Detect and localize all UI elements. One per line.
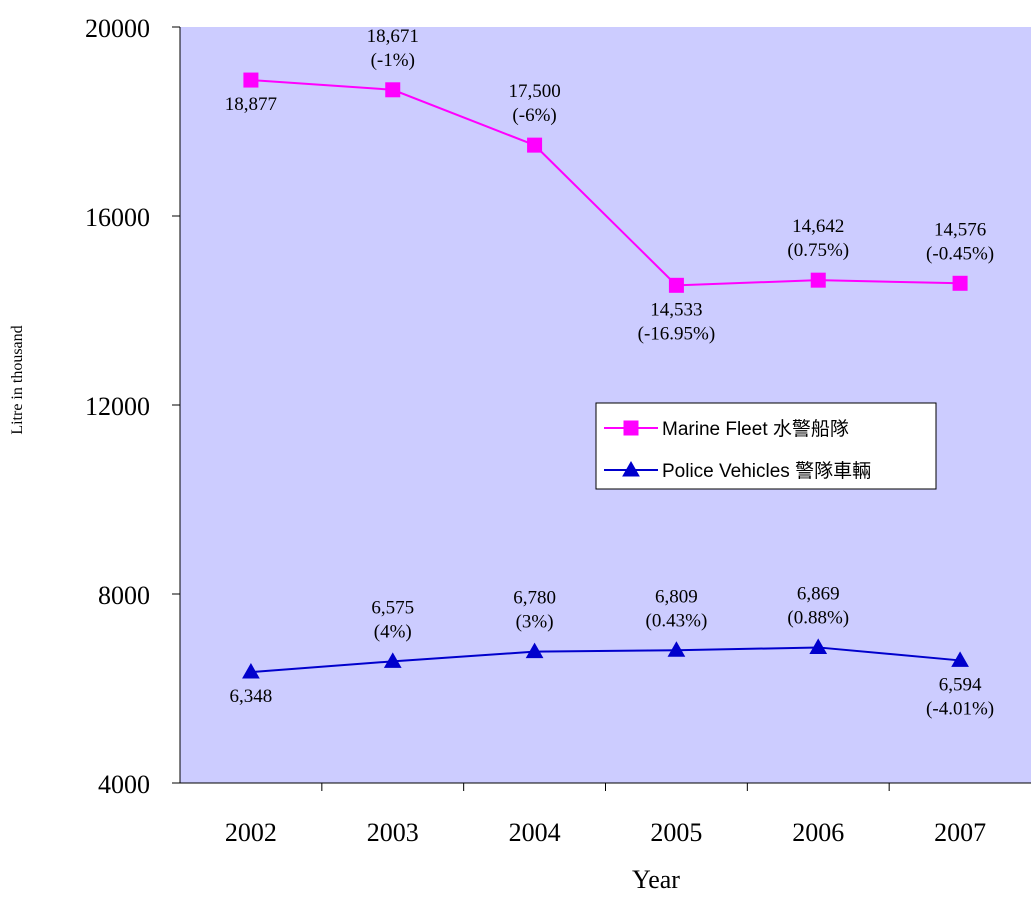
legend-label: Police Vehicles 警隊車輛 bbox=[662, 460, 871, 482]
data-label: (0.88%) bbox=[787, 607, 849, 628]
x-tick-label: 2002 bbox=[225, 818, 277, 847]
marker-triangle bbox=[383, 652, 402, 668]
y-tick-labels: 4000 8000 12000 16000 20000 bbox=[85, 14, 150, 799]
data-label: (-6%) bbox=[512, 105, 556, 126]
axes bbox=[172, 26, 1031, 791]
marker-triangle bbox=[525, 642, 544, 659]
data-label: (0.43%) bbox=[646, 610, 708, 631]
x-tick-label: 2004 bbox=[509, 818, 561, 847]
y-axis-label: Litre in thousand bbox=[9, 325, 26, 434]
x-tick-label: 2007 bbox=[934, 818, 986, 847]
x-tick-label: 2006 bbox=[792, 818, 844, 847]
data-labels: 18,877 18,671 (-1%) 17,500 (-6%) 14,533 (-16.9… bbox=[225, 26, 994, 720]
data-label: 18,877 bbox=[225, 94, 277, 115]
series-marine-fleet bbox=[243, 72, 968, 293]
y-tick-label: 8000 bbox=[98, 581, 150, 610]
marker-square bbox=[668, 277, 684, 293]
data-label: 6,809 bbox=[655, 586, 698, 607]
data-label: 14,642 bbox=[792, 216, 844, 237]
legend-box bbox=[595, 402, 937, 490]
marker-square bbox=[952, 275, 968, 291]
series-layer bbox=[242, 72, 969, 679]
data-label: 6,780 bbox=[513, 588, 556, 609]
data-label: 14,576 bbox=[934, 219, 986, 240]
data-label: 18,671 bbox=[367, 26, 419, 47]
data-label: 6,869 bbox=[797, 583, 840, 604]
marker-triangle bbox=[951, 651, 969, 667]
x-tick-labels: 2002 2003 2004 2005 2006 2007 bbox=[225, 818, 986, 847]
legend-label: Marine Fleet 水警船隊 bbox=[662, 418, 849, 440]
x-tick-label: 2003 bbox=[367, 818, 419, 847]
y-tick-label: 16000 bbox=[85, 203, 150, 232]
data-label: (-16.95%) bbox=[638, 323, 716, 344]
series-line bbox=[250, 79, 961, 287]
data-label: (-4.01%) bbox=[926, 698, 994, 719]
marker-triangle bbox=[667, 641, 686, 657]
data-label: (-0.45%) bbox=[926, 243, 994, 264]
marker-triangle bbox=[242, 663, 260, 679]
data-label: 6,348 bbox=[230, 686, 273, 707]
y-tick-label: 12000 bbox=[85, 392, 150, 421]
data-label: (0.75%) bbox=[787, 240, 849, 261]
series-line bbox=[250, 646, 961, 674]
data-label: 17,500 bbox=[508, 81, 560, 102]
legend: Marine Fleet 水警船隊 Police Vehicles 警隊車輛 bbox=[595, 402, 937, 490]
x-axis-label: Year bbox=[632, 865, 680, 894]
y-tick-label: 4000 bbox=[98, 770, 150, 799]
data-label: 6,594 bbox=[939, 674, 982, 695]
series-police-vehicles bbox=[242, 638, 969, 679]
data-label: (4%) bbox=[374, 621, 412, 642]
marker-square bbox=[243, 72, 259, 88]
marker-triangle bbox=[809, 638, 828, 654]
marker-triangle bbox=[622, 460, 640, 477]
data-label: 6,575 bbox=[371, 597, 414, 618]
y-tick-label: 20000 bbox=[85, 14, 150, 43]
x-tick-label: 2005 bbox=[650, 818, 702, 847]
data-label: (3%) bbox=[516, 612, 554, 633]
marker-square bbox=[527, 137, 543, 153]
data-label: 14,533 bbox=[650, 299, 702, 320]
marker-square bbox=[810, 272, 826, 288]
marker-square bbox=[385, 82, 401, 98]
data-label: (-1%) bbox=[371, 50, 415, 71]
marker-square bbox=[623, 420, 639, 436]
